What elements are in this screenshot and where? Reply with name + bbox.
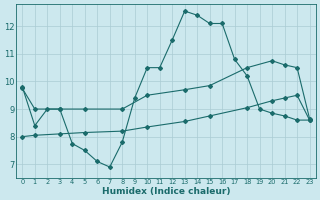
X-axis label: Humidex (Indice chaleur): Humidex (Indice chaleur): [102, 187, 230, 196]
